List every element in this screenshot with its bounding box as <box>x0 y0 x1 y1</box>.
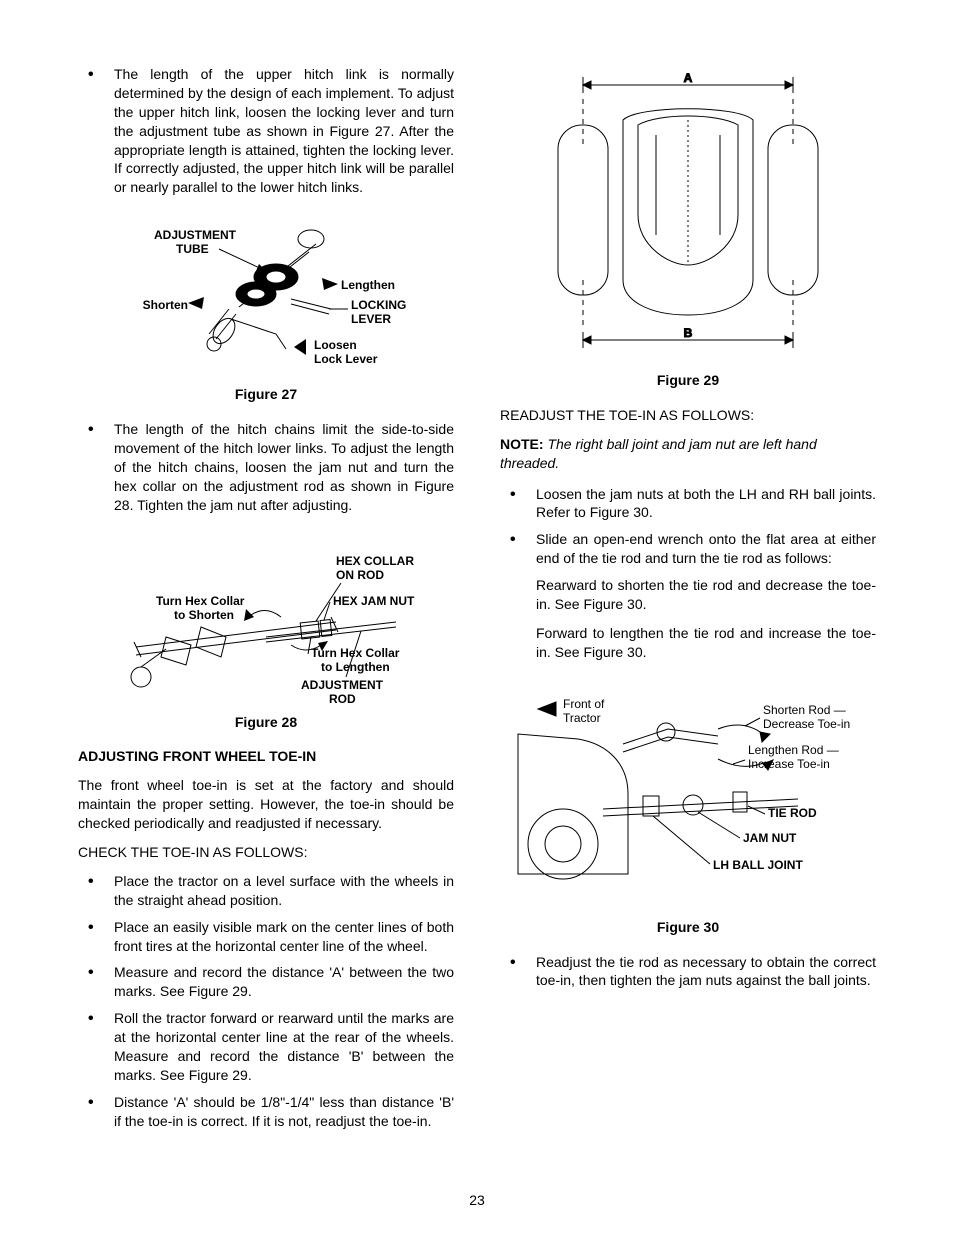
svg-text:ROD: ROD <box>329 692 356 706</box>
figure-30-caption: Figure 30 <box>500 918 876 937</box>
list-item: Loosen the jam nuts at both the LH and R… <box>500 485 876 523</box>
indent-paragraph: Rearward to shorten the tie rod and decr… <box>500 576 876 614</box>
check-heading: CHECK THE TOE-IN AS FOLLOWS: <box>78 843 454 862</box>
svg-text:Tractor: Tractor <box>563 711 601 725</box>
readjust-heading: READJUST THE TOE-IN AS FOLLOWS: <box>500 406 876 425</box>
section-heading-toe-in: ADJUSTING FRONT WHEEL TOE-IN <box>78 747 454 766</box>
mid-bullets-left: The length of the hitch chains limit the… <box>78 420 454 514</box>
svg-text:JAM NUT: JAM NUT <box>743 831 797 845</box>
svg-text:TUBE: TUBE <box>176 242 209 256</box>
figure-29-caption: Figure 29 <box>500 371 876 390</box>
svg-text:HEX JAM NUT: HEX JAM NUT <box>333 594 415 608</box>
list-item: Place an easily visible mark on the cent… <box>78 918 454 956</box>
svg-text:B: B <box>684 326 693 340</box>
top-bullets-left: The length of the upper hitch link is no… <box>78 65 454 197</box>
bottom-bullets-right: Readjust the tie rod as necessary to obt… <box>500 953 876 991</box>
svg-text:Front of: Front of <box>563 697 605 711</box>
list-item: Place the tractor on a level surface wit… <box>78 872 454 910</box>
svg-text:HEX COLLAR: HEX COLLAR <box>336 554 414 568</box>
svg-text:Decrease Toe-in: Decrease Toe-in <box>763 717 850 731</box>
svg-text:Lengthen: Lengthen <box>341 278 395 292</box>
figure-28-caption: Figure 28 <box>78 713 454 732</box>
svg-text:Turn Hex Collar: Turn Hex Collar <box>156 594 245 608</box>
svg-text:LH BALL JOINT: LH BALL JOINT <box>713 858 803 872</box>
svg-text:Shorten: Shorten <box>143 298 188 312</box>
list-item: Slide an open-end wrench onto the flat a… <box>500 530 876 568</box>
note-label: NOTE: <box>500 436 544 452</box>
page-number: 23 <box>0 1191 954 1210</box>
svg-text:to Lengthen: to Lengthen <box>321 660 390 674</box>
svg-text:ADJUSTMENT: ADJUSTMENT <box>301 678 384 692</box>
svg-text:Shorten Rod —: Shorten Rod — <box>763 703 846 717</box>
svg-text:LEVER: LEVER <box>351 312 391 326</box>
svg-text:ON ROD: ON ROD <box>336 568 384 582</box>
list-item: Roll the tractor forward or rearward unt… <box>78 1009 454 1085</box>
svg-text:Lock Lever: Lock Lever <box>314 352 378 366</box>
svg-text:to Shorten: to Shorten <box>174 608 234 622</box>
body-paragraph: The front wheel toe-in is set at the fac… <box>78 776 454 833</box>
figure-29: A B <box>500 65 876 390</box>
figure-30: Front of Tractor Shorten Rod — Decrease … <box>500 674 876 937</box>
list-item: The length of the hitch chains limit the… <box>78 420 454 514</box>
top-bullets-right: Distance 'A' should be 1/8"-1/4" less th… <box>78 1093 454 1131</box>
list-item: Distance 'A' should be 1/8"-1/4" less th… <box>78 1093 454 1131</box>
note-text: The right ball joint and jam nut are lef… <box>500 436 817 471</box>
mid-bullets-right: Loosen the jam nuts at both the LH and R… <box>500 485 876 569</box>
indent-paragraph: Forward to lengthen the tie rod and incr… <box>500 624 876 662</box>
figure-27: ADJUSTMENT TUBE Shorten Lengthen LOCKING… <box>78 209 454 404</box>
svg-text:ADJUSTMENT: ADJUSTMENT <box>154 228 237 242</box>
bottom-bullets-left: Place the tractor on a level surface wit… <box>78 872 454 1085</box>
svg-text:Increase Toe-in: Increase Toe-in <box>748 757 830 771</box>
list-item: Measure and record the distance 'A' betw… <box>78 963 454 1001</box>
figure-27-caption: Figure 27 <box>78 385 454 404</box>
svg-text:TIE ROD: TIE ROD <box>768 806 817 820</box>
list-item: The length of the upper hitch link is no… <box>78 65 454 197</box>
svg-text:A: A <box>684 71 693 85</box>
list-item: Readjust the tie rod as necessary to obt… <box>500 953 876 991</box>
note: NOTE: The right ball joint and jam nut a… <box>500 435 876 473</box>
svg-text:Lengthen Rod —: Lengthen Rod — <box>748 743 839 757</box>
svg-text:LOCKING: LOCKING <box>351 298 406 312</box>
figure-28: HEX COLLAR ON ROD HEX JAM NUT Turn Hex C… <box>78 527 454 732</box>
svg-text:Loosen: Loosen <box>314 338 357 352</box>
